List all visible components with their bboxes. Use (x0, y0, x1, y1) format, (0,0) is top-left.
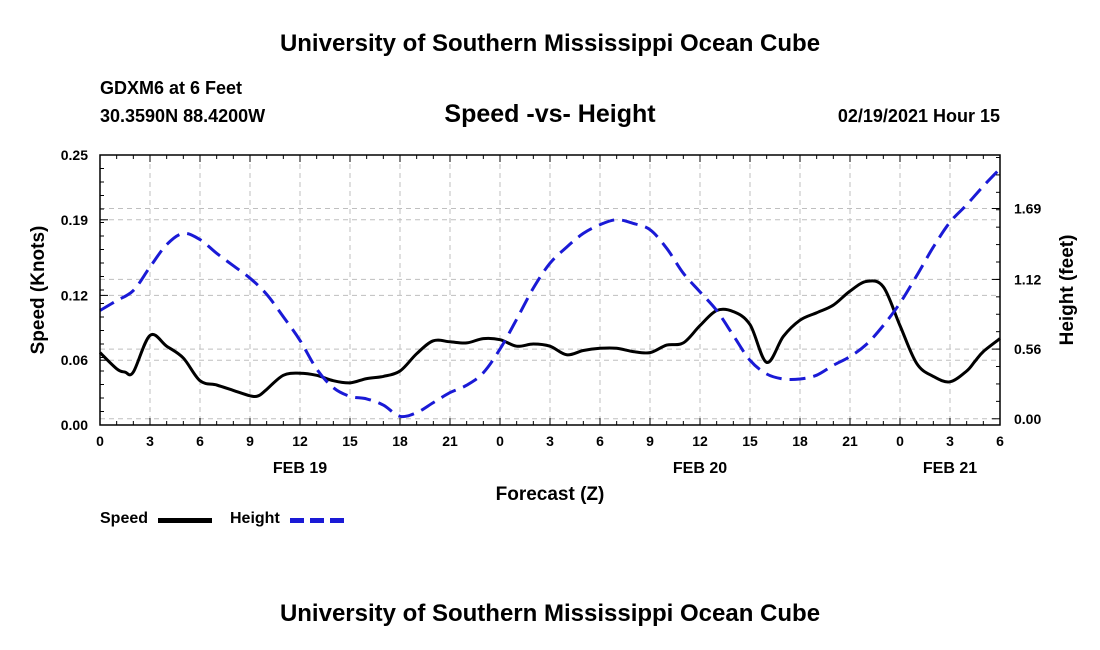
coordinates-label: 30.3590N 88.4200W (100, 106, 266, 126)
date-label: FEB 20 (673, 460, 727, 477)
x-tick-label: 3 (146, 433, 154, 449)
grid-lines (100, 155, 1000, 425)
chart-subtitle: Speed -vs- Height (444, 100, 656, 128)
x-tick-label: 0 (96, 433, 104, 449)
page-title-bottom: University of Southern Mississippi Ocean… (279, 600, 821, 627)
date-label: FEB 21 (923, 460, 977, 477)
x-tick-label: 0 (896, 433, 904, 449)
series-lines (98, 167, 1002, 419)
x-tick-label: 12 (292, 433, 308, 449)
legend-label-speed: Speed (100, 510, 149, 527)
x-tick-label: 12 (692, 433, 708, 449)
y-tick-label: 0.12 (61, 287, 88, 303)
station-label: GDXM6 at 6 Feet (100, 78, 243, 98)
x-tick-label: 6 (196, 433, 204, 449)
y-tick-label: 0.06 (61, 352, 88, 368)
y2-tick-label: 1.69 (1014, 201, 1041, 217)
page-title-top: University of Southern Mississippi Ocean… (279, 30, 821, 57)
y-tick-label: 0.19 (61, 212, 88, 228)
legend-swatch-speed (158, 518, 212, 523)
x-tick-label: 6 (596, 433, 604, 449)
x-tick-label: 18 (792, 433, 808, 449)
series-line-speed (98, 279, 1001, 399)
legend-swatch-height (290, 518, 344, 523)
date-label: FEB 19 (273, 460, 327, 477)
axis-ticks (99, 154, 1001, 426)
y-tick-label: 0.00 (61, 417, 88, 433)
x-tick-label: 9 (646, 433, 654, 449)
y2-tick-label: 0.56 (1014, 341, 1041, 357)
x-tick-label: 3 (946, 433, 954, 449)
axis-labels: 0 3 6 9 12 15 18 21 0 3 6 9 12 15 18 21 0 3 6 FEB 19 FEB 20 F… (28, 147, 1078, 505)
series-line-height (99, 167, 1002, 419)
x-tick-label: 9 (246, 433, 254, 449)
x-tick-label: 0 (496, 433, 504, 449)
x-tick-label: 21 (442, 433, 458, 449)
y2-tick-label: 1.12 (1014, 271, 1041, 287)
legend-label-height: Height (230, 510, 280, 527)
y2-axis-title: Height (feet) (1057, 235, 1078, 346)
timestamp-label: 02/19/2021 Hour 15 (837, 106, 1000, 126)
y2-tick-label: 0.00 (1014, 411, 1041, 427)
x-tick-label: 3 (546, 433, 554, 449)
x-tick-label: 15 (742, 433, 758, 449)
x-tick-label: 15 (342, 433, 358, 449)
x-tick-label: 18 (392, 433, 408, 449)
x-tick-label: 21 (842, 433, 858, 449)
x-tick-label: 6 (996, 433, 1004, 449)
x-axis-title: Forecast (Z) (496, 484, 605, 505)
y-axis-title: Speed (Knots) (28, 226, 49, 355)
y-tick-label: 0.25 (61, 147, 88, 163)
